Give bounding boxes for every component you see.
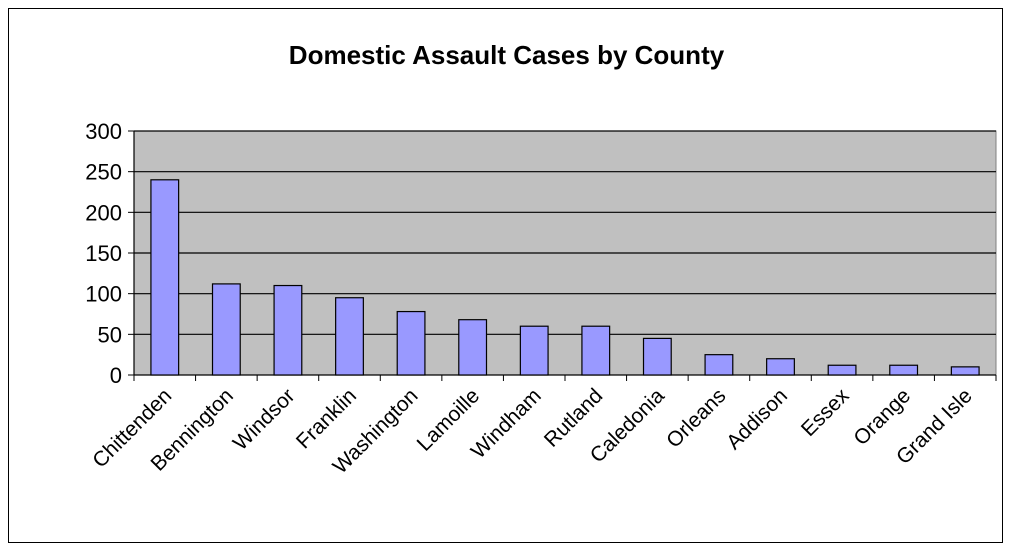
x-tick-label: Orleans [662,384,730,452]
y-tick-label: 150 [85,241,122,266]
y-tick-label: 250 [85,160,122,185]
y-tick-label: 50 [98,322,122,347]
bar-orange [889,364,919,376]
bar-grand-isle [950,366,980,376]
bar-addison [766,358,795,376]
bar-windsor [273,284,303,376]
bar-lamoille [458,319,488,376]
bar-franklin [335,297,364,376]
y-tick-label: 0 [110,363,122,388]
bar-washington [396,310,426,376]
bar-caledonia [642,337,672,376]
y-tick-label: 100 [85,282,122,307]
y-tick-label: 300 [85,119,122,144]
chart-title: Domestic Assault Cases by County [288,40,725,70]
x-tick-label: Addison [722,384,792,454]
bar-windham [519,325,549,376]
x-tick-label: Windsor [229,384,300,455]
x-tick-label: Essex [797,384,854,441]
bar-essex [827,364,857,376]
bar-chittenden [150,179,180,376]
bar-rutland [581,325,611,376]
bar-bennington [211,283,241,376]
bar-orleans [704,354,734,376]
y-tick-label: 200 [85,200,122,225]
